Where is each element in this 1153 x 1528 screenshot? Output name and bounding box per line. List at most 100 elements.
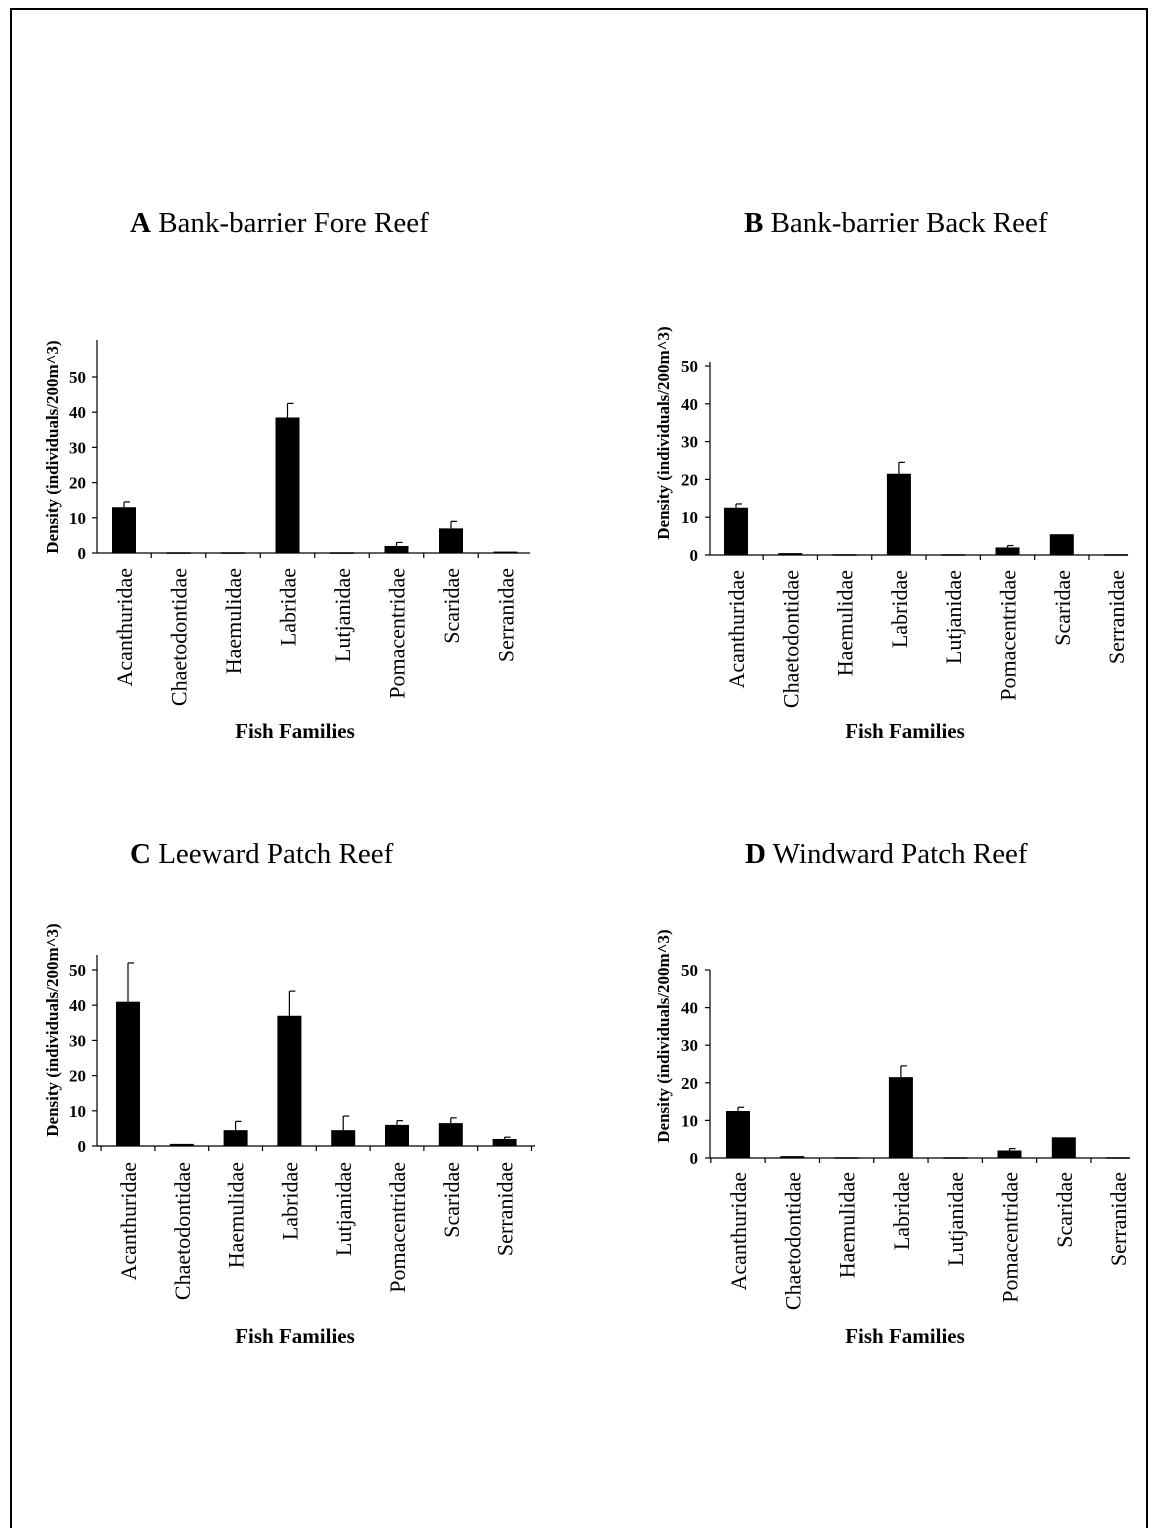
bar-scaridae	[439, 528, 463, 553]
y-tick-label: 30	[681, 1036, 698, 1055]
y-tick-label: 0	[78, 544, 87, 563]
x-axis-title: Fish Families	[235, 719, 355, 743]
bar-lutjanidae	[330, 552, 354, 554]
panel-letter: D	[745, 838, 766, 870]
panel-title: A Bank-barrier Fore Reef	[130, 207, 429, 239]
y-tick-label: 20	[69, 1067, 86, 1086]
category-label-acanthuridae: Acanthuridae	[724, 570, 749, 689]
category-label-haemulidae: Haemulidae	[833, 570, 858, 676]
bar-labridae	[275, 417, 300, 553]
x-axis-title: Fish Families	[845, 719, 965, 743]
y-axis-title: Density (individuals/200m^3)	[654, 929, 673, 1142]
category-label-acanthuridae: Acanthuridae	[116, 1162, 141, 1281]
category-label-scaridae: Scaridae	[439, 568, 464, 644]
bar-serranidae	[492, 1138, 517, 1146]
x-axis-title: Fish Families	[235, 1324, 355, 1348]
y-axis-title: Density (individuals/200m^3)	[43, 340, 62, 553]
bar-scaridae	[438, 1123, 463, 1146]
y-tick-label: 20	[681, 470, 698, 489]
y-tick-label: 50	[69, 961, 86, 980]
panel-letter: C	[130, 838, 151, 870]
y-tick-label: 0	[78, 1137, 87, 1156]
category-label-lutjanidae: Lutjanidae	[330, 568, 355, 662]
bar-labridae	[277, 1015, 302, 1146]
category-label-labridae: Labridae	[887, 570, 912, 648]
category-label-lutjanidae: Lutjanidae	[331, 1162, 356, 1256]
category-label-labridae: Labridae	[277, 1162, 302, 1240]
y-tick-label: 30	[69, 1031, 86, 1050]
category-label-chaetodontidae: Chaetodontidae	[778, 570, 803, 708]
category-label-chaetodontidae: Chaetodontidae	[170, 1162, 195, 1300]
y-tick-label: 50	[681, 357, 698, 376]
category-label-pomacentridae: Pomacentridae	[998, 1172, 1023, 1303]
bar-serranidae	[1104, 554, 1129, 556]
chart-panel-c: C Leeward Patch Reef 0 10 20 30 40 50 Acanthuri…	[43, 838, 535, 1348]
category-label-chaetodontidae: Chaetodontidae	[780, 1172, 805, 1310]
chart-panel-d: D Windward Patch Reef 0 10 20 30 40 50 Acanthur…	[654, 838, 1131, 1348]
bar-acanthuridae	[726, 1111, 750, 1158]
bar-chaetodontidae	[166, 552, 191, 554]
category-label-scaridae: Scaridae	[439, 1162, 464, 1238]
y-tick-label: 30	[69, 438, 86, 457]
category-label-scaridae: Scaridae	[1052, 1172, 1077, 1248]
panel-title-text: Leeward Patch Reef	[151, 838, 394, 870]
bar-acanthuridae	[116, 1001, 140, 1146]
bar-pomacentridae	[997, 1150, 1022, 1158]
y-tick-label: 0	[690, 546, 699, 565]
y-tick-label: 10	[681, 1111, 698, 1130]
y-tick-label: 10	[69, 1102, 86, 1121]
y-axis-title: Density (individuals/200m^3)	[43, 923, 62, 1136]
y-tick-label: 40	[69, 996, 86, 1015]
category-label-serranidae: Serranidae	[494, 568, 519, 662]
category-label-haemulidae: Haemulidae	[221, 568, 246, 674]
bar-serranidae	[493, 551, 518, 554]
category-label-serranidae: Serranidae	[1104, 570, 1129, 664]
category-label-pomacentridae: Pomacentridae	[996, 570, 1021, 701]
panel-letter: A	[130, 207, 151, 239]
category-label-haemulidae: Haemulidae	[224, 1162, 249, 1268]
bar-acanthuridae	[724, 507, 748, 555]
bar-haemulidae	[834, 1157, 859, 1159]
y-tick-label: 0	[690, 1149, 699, 1168]
y-tick-label: 50	[69, 368, 86, 387]
panel-title: B Bank-barrier Back Reef	[744, 207, 1048, 239]
bar-chaetodontidae	[780, 1156, 805, 1158]
category-label-labridae: Labridae	[889, 1172, 914, 1250]
bar-acanthuridae	[112, 507, 136, 553]
y-tick-label: 20	[69, 474, 86, 493]
chart-panel-a: A Bank-barrier Fore Reef 0 10 20 30 40 50 Acant…	[43, 207, 530, 743]
bar-chaetodontidae	[169, 1143, 194, 1146]
bar-labridae	[888, 1077, 913, 1158]
y-axis-title: Density (individuals/200m^3)	[654, 326, 673, 539]
bar-haemulidae	[221, 552, 245, 554]
chart-panel-b: B Bank-barrier Back Reef 0 10 20 30 40 50 Acant…	[654, 207, 1129, 743]
bar-pomacentridae	[385, 1124, 409, 1146]
category-label-pomacentridae: Pomacentridae	[385, 1162, 410, 1293]
bar-lutjanidae	[943, 1157, 968, 1159]
y-tick-label: 40	[681, 395, 698, 414]
x-axis-title: Fish Families	[845, 1324, 965, 1348]
category-label-serranidae: Serranidae	[493, 1162, 518, 1256]
y-tick-label: 40	[69, 403, 86, 422]
panel-title-text: Bank-barrier Back Reef	[763, 207, 1048, 239]
y-tick-label: 40	[681, 999, 698, 1018]
category-label-labridae: Labridae	[276, 568, 301, 646]
bar-scaridae	[1049, 534, 1074, 555]
category-label-lutjanidae: Lutjanidae	[941, 570, 966, 664]
panel-title: C Leeward Patch Reef	[130, 838, 394, 870]
bar-haemulidae	[223, 1130, 248, 1146]
bar-serranidae	[1106, 1157, 1131, 1159]
category-label-acanthuridae: Acanthuridae	[726, 1172, 751, 1291]
y-tick-label: 50	[681, 961, 698, 980]
bar-lutjanidae	[331, 1130, 356, 1146]
bar-pomacentridae	[995, 547, 1020, 555]
panel-title-text: Windward Patch Reef	[766, 838, 1028, 870]
panel-title: D Windward Patch Reef	[745, 838, 1028, 870]
category-label-scaridae: Scaridae	[1050, 570, 1075, 646]
y-tick-label: 20	[681, 1074, 698, 1093]
category-label-serranidae: Serranidae	[1106, 1172, 1131, 1266]
bar-chaetodontidae	[778, 553, 803, 555]
y-tick-label: 10	[69, 509, 86, 528]
